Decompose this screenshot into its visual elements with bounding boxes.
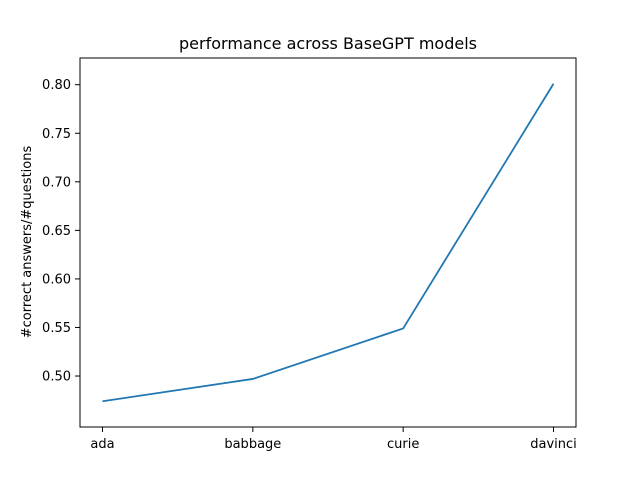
series-layer	[102, 83, 555, 403]
x-tick-label-curie: curie	[387, 437, 419, 452]
y-tick-label: 0.60	[42, 272, 71, 287]
y-tick-label: 0.80	[42, 78, 71, 93]
series-line-0	[102, 83, 555, 403]
x-tick-label-ada: ada	[90, 437, 114, 452]
chart-title: performance across BaseGPT models	[179, 34, 477, 53]
plot-area-frame	[79, 57, 577, 428]
y-tick-label: 0.55	[42, 321, 71, 336]
y-tick-label: 0.75	[42, 127, 71, 142]
x-axis: ada babbage curie davinci	[90, 427, 577, 452]
y-tick-label: 0.70	[42, 175, 71, 190]
y-axis-label: #correct answers/#questions	[20, 146, 35, 339]
x-tick-label-babbage: babbage	[224, 437, 281, 452]
y-tick-label: 0.65	[42, 224, 71, 239]
x-tick-label-davinci: davinci	[530, 437, 577, 452]
y-tick-label: 0.50	[42, 370, 71, 385]
y-axis: 0.50 0.55 0.60 0.65 0.70 0.75 0.80	[42, 78, 80, 385]
